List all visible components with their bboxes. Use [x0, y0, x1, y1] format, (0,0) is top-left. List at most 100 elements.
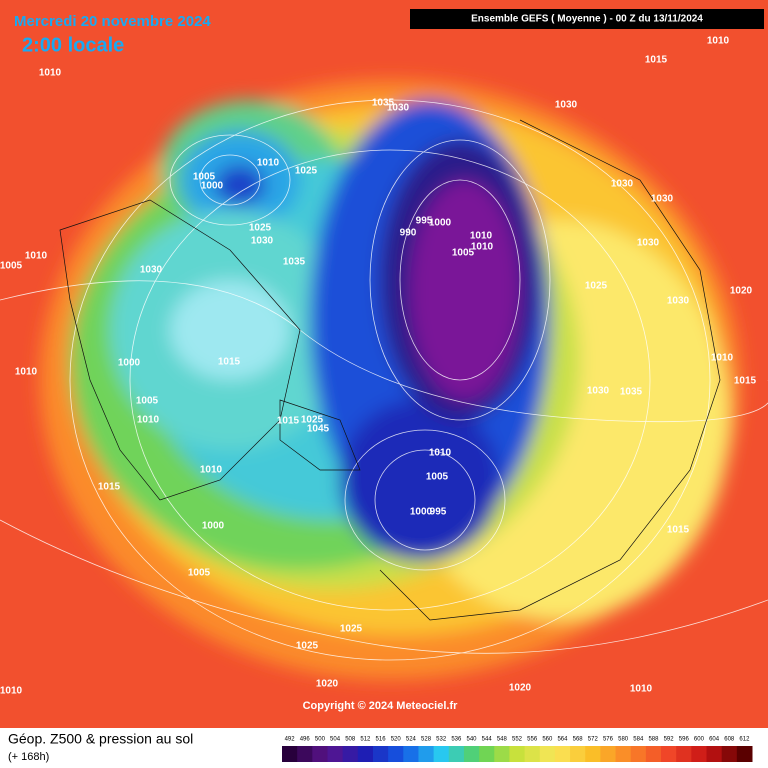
colorbar-cell — [691, 746, 708, 762]
model-info: Ensemble GEFS ( Moyenne ) - 00 Z du 13/1… — [471, 14, 703, 25]
colorbar-cell — [524, 746, 541, 762]
isobar-label: 1005 — [193, 172, 216, 183]
footer-lead: (+ 168h) — [8, 751, 49, 763]
colorbar-cell — [403, 746, 419, 762]
colorbar-cell — [539, 746, 556, 762]
colorbar-cell — [312, 746, 328, 762]
colorbar-tick-label: 604 — [709, 737, 720, 743]
colorbar-tick-label: 612 — [739, 737, 750, 743]
colorbar-cell — [600, 746, 617, 762]
isobar-label: 1030 — [140, 265, 163, 276]
colorbar-tick-label: 504 — [330, 737, 341, 743]
colorbar-cell — [585, 746, 601, 762]
isobar-label: 995 — [416, 216, 433, 227]
isobar-label: 1005 — [426, 472, 449, 483]
isobar-label: 1005 — [0, 261, 23, 272]
colorbar-cell — [494, 746, 510, 762]
colorbar-tick-label: 564 — [557, 737, 568, 743]
coastlines — [59, 119, 721, 621]
isobar-label: 1000 — [201, 181, 224, 192]
colorbar-cell — [297, 746, 313, 762]
isobar-label: 1010 — [257, 158, 280, 169]
colorbar-tick-label: 552 — [512, 737, 523, 743]
isobar-label: 1010 — [471, 242, 494, 253]
isobar-label: 1000 — [118, 358, 141, 369]
isobar-label: 1010 — [711, 353, 734, 364]
colorbar-tick-label: 556 — [527, 737, 538, 743]
colorbar-tick-label: 512 — [360, 737, 371, 743]
colorbar-cell — [448, 746, 465, 762]
colorbar-tick-label: 532 — [436, 737, 447, 743]
colorbar-tick-label: 492 — [285, 737, 296, 743]
isobar-lines — [0, 99, 768, 661]
colorbar-tick-label: 560 — [542, 737, 553, 743]
colorbar-cell — [736, 746, 753, 762]
colorbar-cell — [479, 746, 495, 762]
colorbar-tick-label: 524 — [406, 737, 417, 743]
isobar-label: 995 — [430, 507, 447, 518]
isobar-label: 1030 — [667, 296, 690, 307]
isobar-label: 1015 — [98, 482, 121, 493]
isobar-label: 1025 — [301, 415, 324, 426]
colorbar-cell — [721, 746, 738, 762]
colorbar-tick-label: 508 — [345, 737, 356, 743]
isobar-label: 1010 — [137, 415, 160, 426]
geopotential-field — [40, 80, 740, 680]
colorbar-cell — [342, 746, 359, 762]
isobar-label: 1015 — [645, 55, 668, 66]
colorbar-tick-label: 516 — [376, 737, 387, 743]
isobar-label: 1030 — [611, 179, 634, 190]
colorbar-tick-label: 548 — [497, 737, 508, 743]
colorbar-cell — [282, 746, 298, 762]
colorbar-cell — [357, 746, 374, 762]
isobar-label: 1030 — [651, 194, 674, 205]
isobar-label: 1020 — [730, 286, 753, 297]
colorbar-cell — [630, 746, 647, 762]
isobar-label: 1030 — [387, 103, 410, 114]
colorbar-tick-label: 584 — [633, 737, 644, 743]
colorbar-cell — [418, 746, 435, 762]
header-box — [410, 9, 764, 29]
colorbar-tick-label: 540 — [467, 737, 478, 743]
isobar-label: 1005 — [136, 396, 159, 407]
isobar-label: 1010 — [39, 68, 62, 79]
colorbar-cell — [433, 746, 450, 762]
colorbar-tick-label: 600 — [694, 737, 705, 743]
isobar-label: 1005 — [188, 568, 211, 579]
colorbar-cell — [463, 746, 480, 762]
isobar-label: 1030 — [251, 236, 274, 247]
isobar-label: 1030 — [637, 238, 660, 249]
isobar-label: 1010 — [429, 448, 452, 459]
colorbar-cell — [327, 746, 344, 762]
isobar-label: 1010 — [200, 465, 223, 476]
footer-title: Géop. Z500 & pression au sol — [8, 731, 193, 747]
isobar-label: 1010 — [25, 251, 48, 262]
isobar-label: 1025 — [295, 166, 318, 177]
isobar-label: 1010 — [707, 36, 730, 47]
colorbar-tick-label: 520 — [391, 737, 402, 743]
colorbar-cell — [615, 746, 632, 762]
isobar-label: 1025 — [340, 624, 363, 635]
colorbar-cell — [372, 746, 389, 762]
colorbar-tick-label: 592 — [664, 737, 675, 743]
isobar-label: 1015 — [277, 416, 300, 427]
colorbar-tick-label: 580 — [618, 737, 629, 743]
colorbar-tick-label: 536 — [451, 737, 462, 743]
time: 2:00 locale — [22, 34, 124, 56]
colorbar-cell — [661, 746, 677, 762]
isobar-label: 1000 — [202, 521, 225, 532]
colorbar-tick-label: 608 — [724, 737, 735, 743]
isobar-label: 1015 — [667, 525, 690, 536]
isobar-label: 1000 — [410, 507, 433, 518]
colorbar-cell — [388, 746, 404, 762]
colorbar-tick-label: 500 — [315, 737, 326, 743]
isobar-label: 1025 — [249, 223, 272, 234]
isobar-label: 1005 — [452, 248, 475, 259]
colorbar-cell — [554, 746, 571, 762]
isobar-label: 990 — [400, 228, 417, 239]
colorbar-tick-label: 576 — [603, 737, 614, 743]
colorbar-cell — [676, 746, 692, 762]
isobar-label: 1035 — [283, 257, 306, 268]
colorbar-cell — [706, 746, 723, 762]
